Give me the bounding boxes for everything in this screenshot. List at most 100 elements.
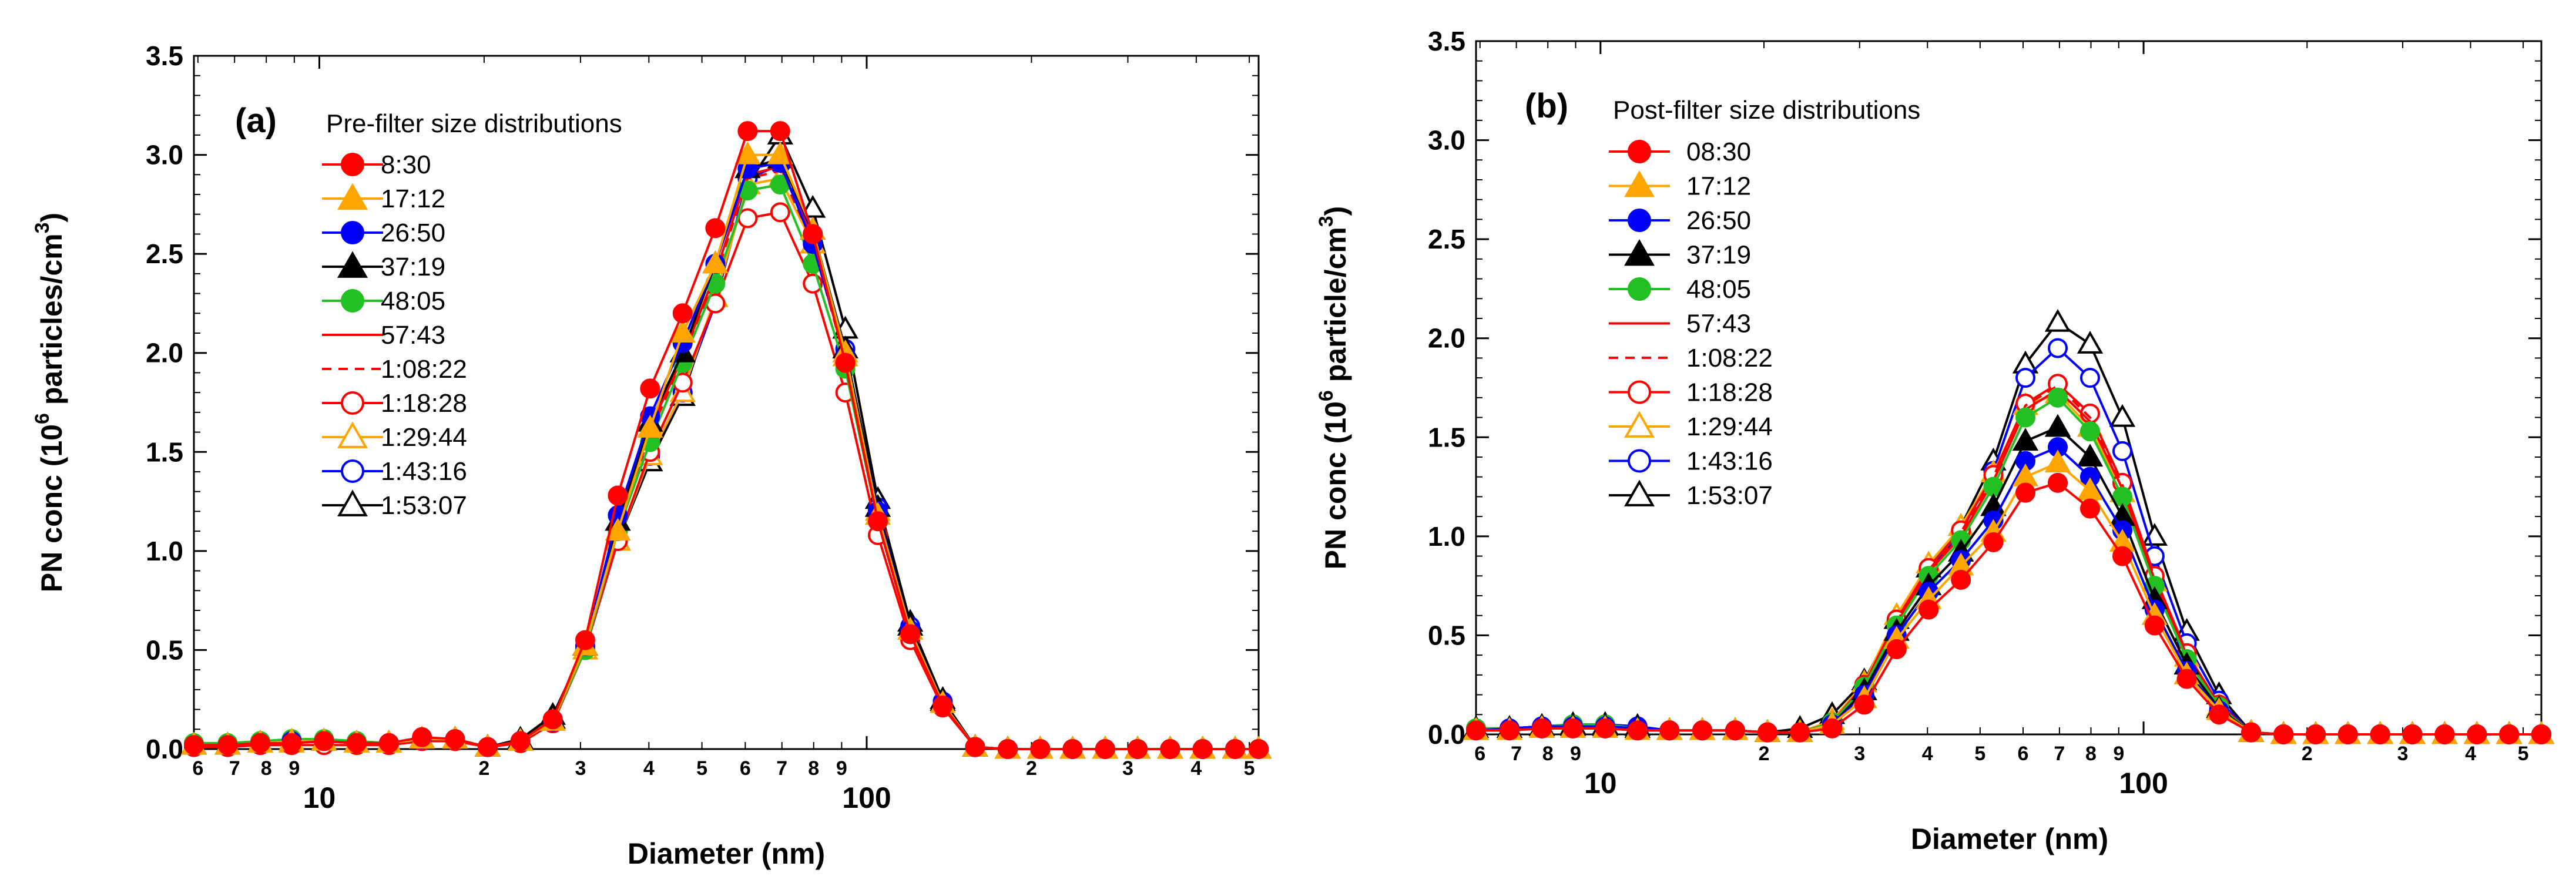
data-point-circle (2048, 338, 2068, 358)
data-point-circle (803, 224, 823, 244)
x-minor-tick-label: 7 (776, 757, 787, 780)
legend-label: 1:08:22 (381, 355, 467, 384)
data-point-circle (2144, 615, 2165, 636)
data-point-circle (1983, 532, 2004, 552)
plot-frame (193, 55, 1260, 750)
data-point-triangle (637, 415, 663, 438)
series-1-08-22 (194, 169, 1259, 750)
data-point-circle (341, 221, 364, 244)
data-point-circle (2079, 403, 2100, 424)
data-point-triangle (2077, 444, 2104, 467)
data-point-circle (640, 378, 660, 399)
series-8-30 (184, 121, 1269, 759)
data-point-circle (867, 511, 888, 532)
data-point-circle (2048, 472, 2068, 493)
legend-label: 57:43 (381, 321, 445, 350)
x-minor-tick-label: 9 (2113, 743, 2124, 765)
data-point-circle (900, 624, 921, 644)
x-major-tick-label: 100 (842, 781, 891, 814)
y-tick-label: 2.5 (146, 239, 183, 269)
data-point-triangle (2109, 404, 2136, 427)
data-point-circle (341, 153, 364, 176)
legend: 8:30 17:12 26:50 37:19 48:05 57:43 1:08:22 1:18… (322, 150, 467, 520)
data-point-circle (1854, 694, 1874, 715)
data-point-circle (542, 709, 563, 730)
plot-frame (1475, 40, 2543, 736)
x-minor-tick-label: 2 (1759, 743, 1770, 765)
data-point-circle (2112, 441, 2132, 461)
x-minor-tick-label: 5 (696, 757, 707, 780)
x-axis-title: Diameter (nm) (628, 837, 825, 870)
legend-label: 8:30 (381, 150, 431, 179)
x-minor-tick-label: 5 (2518, 743, 2529, 765)
x-minor-tick-label: 7 (1511, 743, 1522, 765)
data-point-triangle (1624, 170, 1655, 197)
data-point-circle (2273, 724, 2294, 744)
data-point-triangle (2044, 449, 2071, 473)
data-point-triangle (734, 141, 761, 164)
legend-label: 1:18:28 (1686, 378, 1773, 407)
data-point-circle (1062, 739, 1083, 759)
data-point-circle (575, 630, 595, 650)
y-axis-title-part: particles/cm (35, 233, 68, 413)
y-tick-label: 0.0 (146, 734, 183, 764)
legend-label: 1:53:07 (1686, 481, 1773, 510)
data-point-circle (933, 695, 953, 716)
data-point-circle (1951, 570, 1971, 590)
y-tick-label: 2.0 (146, 338, 183, 368)
data-point-circle (1628, 277, 1651, 301)
data-point-circle (2015, 368, 2036, 388)
legend-label: 26:50 (381, 219, 445, 247)
data-point-circle (835, 352, 856, 373)
y-tick-label: 3.5 (1428, 26, 1465, 56)
data-point-circle (341, 459, 364, 483)
data-point-circle (1160, 739, 1180, 759)
data-point-circle (2241, 722, 2262, 743)
y-tick-label: 1.5 (146, 437, 183, 467)
x-minor-tick-label: 2 (1026, 757, 1037, 780)
data-point-circle (2531, 724, 2551, 744)
data-point-triangle (337, 421, 368, 448)
data-point-circle (1628, 209, 1651, 232)
data-point-circle (705, 218, 726, 239)
x-minor-tick-label: 3 (2397, 743, 2409, 765)
data-point-circle (1128, 739, 1148, 759)
data-point-circle (1225, 739, 1246, 759)
legend-label: 48:05 (1686, 275, 1751, 304)
data-point-circle (2402, 724, 2423, 744)
data-point-circle (510, 731, 531, 751)
legend-label: 1:08:22 (1686, 344, 1773, 372)
data-point-circle (737, 180, 758, 201)
x-minor-tick-label: 9 (1570, 743, 1581, 765)
data-point-circle (281, 733, 302, 753)
data-point-circle (2048, 387, 2068, 408)
y-axis-title-part: PN conc (10 (35, 424, 68, 592)
y-tick-label: 2.5 (1428, 224, 1465, 254)
data-point-triangle (767, 141, 794, 164)
x-minor-tick-label: 8 (261, 757, 272, 780)
data-point-circle (250, 733, 270, 753)
data-point-circle (1822, 718, 1843, 738)
data-point-circle (2079, 421, 2100, 442)
data-point-circle (445, 729, 465, 750)
y-axis-title-part: 6 (31, 413, 53, 424)
y-tick-label: 3.0 (1428, 125, 1465, 156)
x-minor-tick-label: 6 (1474, 743, 1485, 765)
data-point-circle (998, 739, 1018, 759)
x-minor-tick-label: 7 (229, 757, 240, 780)
data-point-triangle (2012, 428, 2039, 451)
series-08-30 (1466, 472, 2551, 744)
data-point-triangle (2044, 414, 2071, 437)
legend-label: 1:53:07 (381, 491, 467, 520)
y-axis-title: PN conc (106 particles/cm3) (31, 213, 68, 592)
y-axis-title-part: 3 (31, 222, 53, 233)
data-point-circle (378, 733, 399, 753)
data-point-triangle (800, 194, 826, 218)
chart-title: Post-filter size distributions (1613, 96, 1920, 125)
x-minor-tick-label: 4 (643, 757, 655, 780)
legend-label: 1:29:44 (381, 423, 467, 452)
legend-label: 26:50 (1686, 206, 1751, 235)
data-point-circle (1628, 140, 1651, 163)
data-point-circle (2306, 724, 2326, 744)
